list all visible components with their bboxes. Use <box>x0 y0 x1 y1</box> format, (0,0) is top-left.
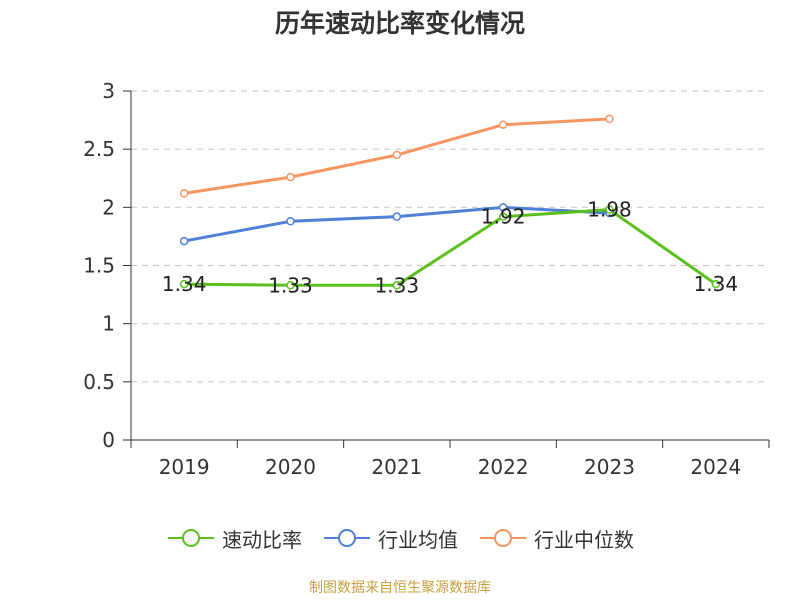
data-point-s2-2022 <box>498 120 508 129</box>
data-point-s0-2023 <box>605 205 614 214</box>
x-tick-label-2019: 2019 <box>159 455 210 479</box>
x-tick-label-2023: 2023 <box>584 455 635 479</box>
data-point-s1-2021 <box>392 212 402 221</box>
data-label-2023: 1.98 <box>587 198 632 222</box>
grid-lines <box>131 90 769 383</box>
y-tick-label-2: 1 <box>102 312 115 336</box>
y-tick-label-6: 3 <box>102 79 115 103</box>
data-labels: 1.34 1.33 1.33 1.92 1.98 1.34 <box>162 198 738 298</box>
data-label-2024: 1.34 <box>694 272 739 296</box>
y-tick-label-0: 0 <box>102 428 115 452</box>
legend-label-industry-median: 行业中位数 <box>534 527 634 552</box>
data-point-s2-2019 <box>179 189 189 198</box>
y-tick-label-1: 0.5 <box>83 370 115 394</box>
legend-label-industry-mean: 行业均值 <box>378 527 458 552</box>
data-label-2022: 1.92 <box>481 205 526 229</box>
data-point-s0-2021 <box>392 281 402 290</box>
y-tick-label-5: 2.5 <box>83 137 115 161</box>
legend-item-quick-ratio[interactable]: 速动比率 <box>166 524 302 553</box>
data-point-s1-2019 <box>179 236 189 246</box>
legend-swatch-industry-median <box>480 529 526 547</box>
data-label-2021: 1.33 <box>375 273 420 297</box>
legend-item-industry-mean[interactable]: 行业均值 <box>322 524 458 553</box>
data-point-s2-2021 <box>392 150 402 160</box>
data-point-s0-2019 <box>179 279 189 289</box>
x-tick-label-2021: 2021 <box>371 455 422 479</box>
series-lines <box>179 114 721 290</box>
series-line-0 <box>184 208 717 287</box>
data-point-s0-2020 <box>286 281 295 290</box>
x-tick-label-2020: 2020 <box>265 455 316 479</box>
chart-title: 历年速动比率变化情况 <box>274 9 525 38</box>
legend-swatch-industry-mean <box>324 529 370 547</box>
data-label-2020: 1.33 <box>268 273 313 297</box>
x-tick-label-2022: 2022 <box>478 455 529 479</box>
x-tick-label-2024: 2024 <box>690 455 741 479</box>
data-label-2019: 1.34 <box>162 272 207 296</box>
y-tick-label-4: 2 <box>102 195 115 219</box>
data-point-s2-2023 <box>605 114 614 124</box>
y-tick-label-3: 1.5 <box>83 254 115 278</box>
legend-label-quick-ratio: 速动比率 <box>222 527 302 552</box>
legend: 速动比率 行业均值 行业中位数 <box>0 520 800 556</box>
source-note: 制图数据来自恒生聚源数据库 <box>309 580 491 596</box>
data-point-s2-2020 <box>286 172 295 182</box>
data-point-s1-2022 <box>498 203 508 212</box>
data-point-s0-2022 <box>498 212 508 221</box>
axes: 0 0.5 1 1.5 2 2.5 3 2019 2020 2021 2022 2023 2024 <box>83 79 770 479</box>
legend-item-industry-median[interactable]: 行业中位数 <box>478 524 634 553</box>
data-point-s0-2024 <box>711 279 721 289</box>
legend-swatch-quick-ratio <box>168 529 214 547</box>
data-point-s1-2020 <box>286 217 295 226</box>
